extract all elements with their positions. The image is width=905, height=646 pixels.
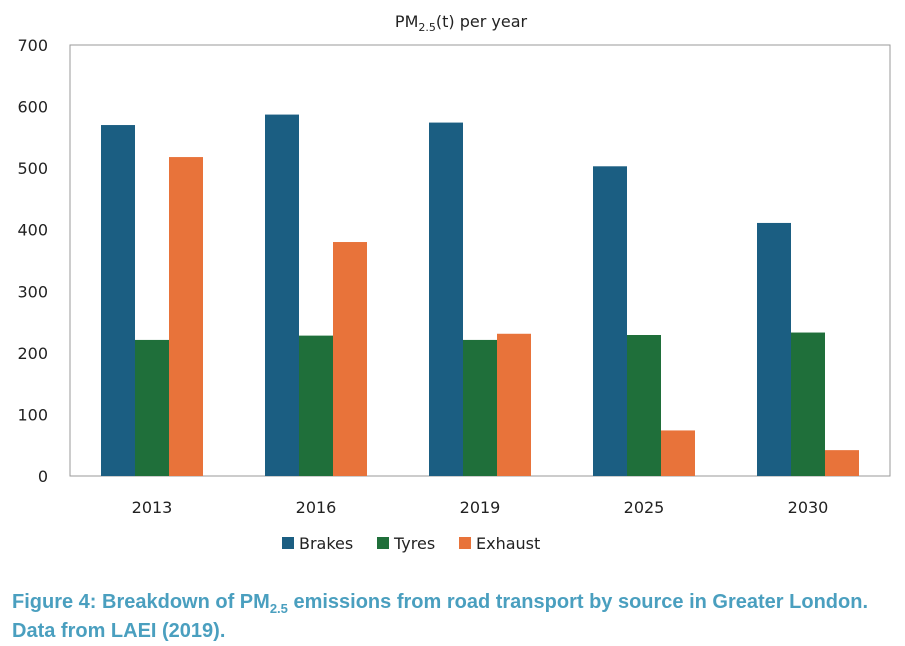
x-tick-label: 2030 <box>788 498 829 517</box>
x-tick-label: 2025 <box>624 498 665 517</box>
bar-exhaust-2013 <box>169 157 203 476</box>
bar-brakes-2019 <box>429 122 463 476</box>
figure-caption: Figure 4: Breakdown of PM2.5 emissions f… <box>12 588 892 646</box>
y-tick-label: 100 <box>17 405 48 424</box>
bar-exhaust-2025 <box>661 430 695 476</box>
bar-tyres-2030 <box>791 332 825 476</box>
x-tick-label: 2016 <box>296 498 337 517</box>
bar-exhaust-2016 <box>333 242 367 476</box>
y-tick-label: 400 <box>17 221 48 240</box>
chart-title: PM2.5(t) per year <box>395 12 528 34</box>
x-axis-ticks: 2013 2016 2019 2025 2030 <box>132 498 829 517</box>
y-tick-label: 300 <box>17 282 48 301</box>
bars <box>101 114 859 477</box>
bar-brakes-2016 <box>265 114 299 476</box>
bar-exhaust-2030 <box>825 450 859 476</box>
bar-brakes-2013 <box>101 125 135 477</box>
legend-label-exhaust: Exhaust <box>476 534 540 553</box>
y-axis-ticks: 0 100 200 300 400 500 600 700 <box>17 36 48 486</box>
bar-brakes-2025 <box>593 166 627 476</box>
x-tick-label: 2013 <box>132 498 173 517</box>
caption-part-1: Figure 4: Breakdown of PM <box>12 591 270 613</box>
bar-brakes-2030 <box>757 222 791 476</box>
legend-label-tyres: Tyres <box>393 534 435 553</box>
bar-tyres-2013 <box>135 339 169 476</box>
bar-tyres-2025 <box>627 335 661 476</box>
caption-subscript: 2.5 <box>269 601 288 616</box>
bar-chart: PM2.5(t) per year 0 100 200 300 400 500 600 700… <box>17 12 891 553</box>
bar-tyres-2016 <box>299 335 333 476</box>
caption-part-2: emissions from road transport by source … <box>12 591 868 642</box>
y-tick-label: 200 <box>17 344 48 363</box>
legend-swatch-brakes <box>282 537 294 549</box>
legend-swatch-exhaust <box>459 537 471 549</box>
legend: Brakes Tyres Exhaust <box>282 534 540 553</box>
legend-label-brakes: Brakes <box>299 534 353 553</box>
y-tick-label: 500 <box>17 159 48 178</box>
bar-tyres-2019 <box>463 339 497 476</box>
legend-swatch-tyres <box>377 537 389 549</box>
x-tick-label: 2019 <box>460 498 501 517</box>
bar-exhaust-2019 <box>497 333 531 476</box>
y-tick-label: 0 <box>38 467 48 486</box>
y-tick-label: 600 <box>17 98 48 117</box>
y-tick-label: 700 <box>17 36 48 55</box>
